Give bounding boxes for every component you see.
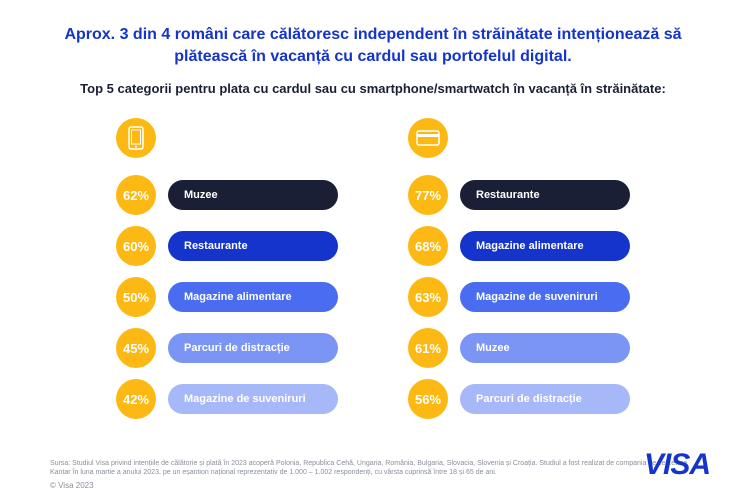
category-pill: Parcuri de distracție [168, 333, 338, 363]
percent-badge: 50% [116, 277, 156, 317]
column-smartphone: 62% Muzee 60% Restaurante 50% Magazine a… [116, 118, 338, 419]
category-pill: Magazine de suveniruri [460, 282, 630, 312]
percent-badge: 42% [116, 379, 156, 419]
card-icon [408, 118, 448, 158]
row-item: 56% Parcuri de distracție [408, 379, 630, 419]
category-pill: Magazine alimentare [460, 231, 630, 261]
percent-badge: 45% [116, 328, 156, 368]
category-pill: Muzee [460, 333, 630, 363]
percent-badge: 77% [408, 175, 448, 215]
category-pill: Magazine de suveniruri [168, 384, 338, 414]
headline: Aprox. 3 din 4 români care călătoresc in… [50, 24, 696, 67]
percent-badge: 68% [408, 226, 448, 266]
row-item: 45% Parcuri de distracție [116, 328, 338, 368]
percent-badge: 63% [408, 277, 448, 317]
subtitle: Top 5 categorii pentru plata cu cardul s… [50, 81, 696, 98]
row-item: 50% Magazine alimentare [116, 277, 338, 317]
infographic-columns: 62% Muzee 60% Restaurante 50% Magazine a… [50, 118, 696, 419]
category-pill: Magazine alimentare [168, 282, 338, 312]
source-text: Sursa: Studiul Visa privind intențiile d… [50, 459, 696, 477]
percent-badge: 61% [408, 328, 448, 368]
row-item: 42% Magazine de suveniruri [116, 379, 338, 419]
row-item: 61% Muzee [408, 328, 630, 368]
percent-badge: 60% [116, 226, 156, 266]
category-pill: Parcuri de distracție [460, 384, 630, 414]
category-pill: Muzee [168, 180, 338, 210]
category-pill: Restaurante [460, 180, 630, 210]
visa-logo: VISA [644, 448, 710, 482]
phone-icon [116, 118, 156, 158]
copyright-text: © Visa 2023 [50, 481, 696, 490]
row-item: 63% Magazine de suveniruri [408, 277, 630, 317]
row-item: 68% Magazine alimentare [408, 226, 630, 266]
row-item: 62% Muzee [116, 175, 338, 215]
percent-badge: 56% [408, 379, 448, 419]
category-pill: Restaurante [168, 231, 338, 261]
percent-badge: 62% [116, 175, 156, 215]
row-item: 77% Restaurante [408, 175, 630, 215]
column-card: 77% Restaurante 68% Magazine alimentare … [408, 118, 630, 419]
row-item: 60% Restaurante [116, 226, 338, 266]
